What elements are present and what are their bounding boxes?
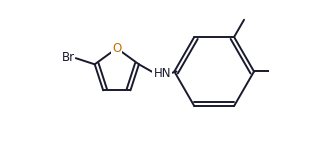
Text: Br: Br [62, 51, 75, 63]
Text: HN: HN [154, 67, 171, 80]
Text: O: O [112, 42, 121, 55]
